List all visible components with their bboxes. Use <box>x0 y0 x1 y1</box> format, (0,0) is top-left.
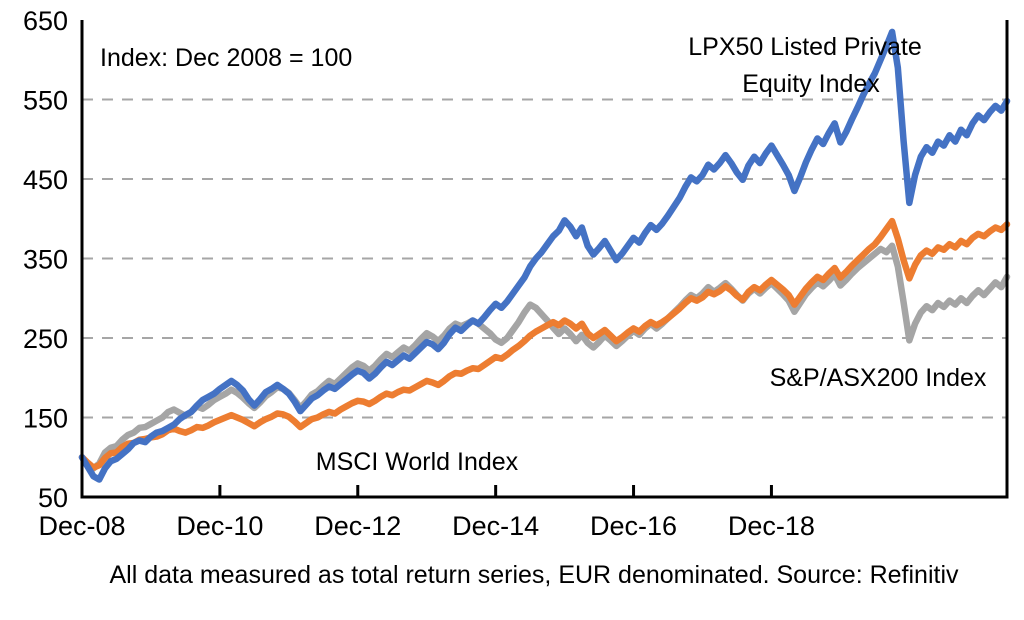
x-tick-label-dec-10: Dec-10 <box>176 511 263 541</box>
series-line-msci-world-index <box>78 217 1011 471</box>
series-lines <box>78 28 1011 483</box>
x-tick-label-dec-12: Dec-12 <box>314 511 401 541</box>
y-tick-label-550: 550 <box>23 86 68 116</box>
y-tick-label-150: 150 <box>23 404 68 434</box>
gridlines <box>82 98 1007 419</box>
plot-frame <box>80 20 1009 499</box>
msci-series-label: MSCI World Index <box>316 448 519 476</box>
lpx50-series-label-line2: Equity Index <box>742 70 880 98</box>
x-axis-tick-labels: Dec-08 Dec-10 Dec-12 Dec-14 Dec-16 Dec-18 <box>38 511 814 541</box>
axes <box>80 20 1009 499</box>
asx200-series-label: S&P/ASX200 Index <box>770 364 987 392</box>
y-tick-label-250: 250 <box>23 324 68 354</box>
series-line-s-p-asx200-index <box>78 242 1011 472</box>
x-tick-label-dec-08: Dec-08 <box>38 511 125 541</box>
x-tick-label-dec-16: Dec-16 <box>590 511 677 541</box>
y-tick-label-350: 350 <box>23 245 68 275</box>
y-tick-label-450: 450 <box>23 165 68 195</box>
y-axis-tick-labels: 650 550 450 350 250 150 50 <box>23 6 68 513</box>
lpx50-series-label-line1: LPX50 Listed Private <box>688 33 921 61</box>
chart-footnote: All data measured as total return series… <box>109 561 959 589</box>
x-tick-label-dec-14: Dec-14 <box>452 511 539 541</box>
y-tick-label-650: 650 <box>23 6 68 36</box>
y-tick-label-50: 50 <box>38 483 68 513</box>
x-tick-label-dec-18: Dec-18 <box>728 511 815 541</box>
index-base-note: Index: Dec 2008 = 100 <box>100 44 352 72</box>
series-line-lpx50-listed-private-equity-index <box>78 28 1011 483</box>
